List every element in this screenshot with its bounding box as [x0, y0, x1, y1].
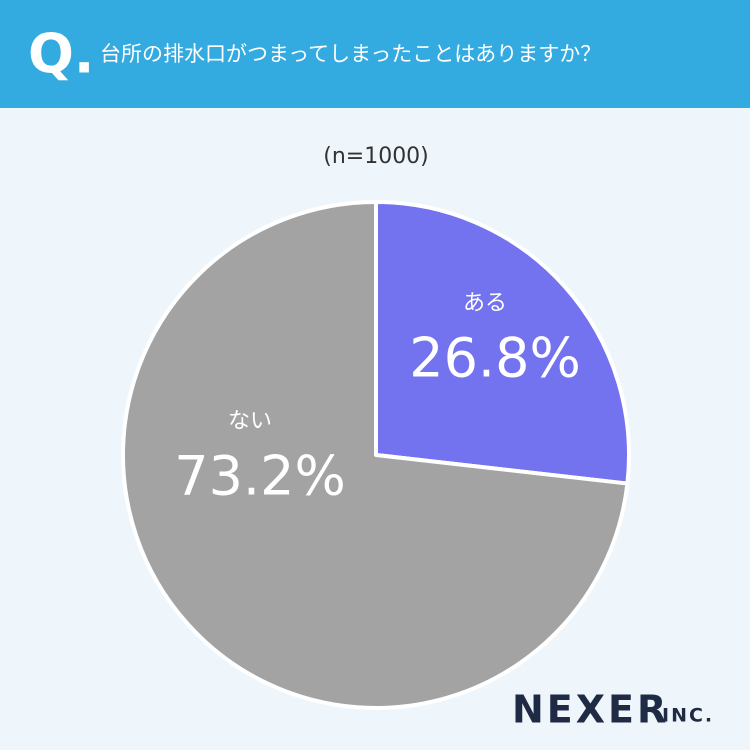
- value-label: 26.8%: [409, 327, 581, 390]
- slice-name: ある: [463, 291, 507, 316]
- pie-slice: [374, 200, 631, 486]
- chart-subtitle: (n=1000): [323, 144, 429, 169]
- question-badge: Q.: [28, 23, 94, 86]
- brand: NEXER: [512, 688, 669, 732]
- brand-suffix: INC.: [662, 705, 714, 727]
- pie: [121, 200, 631, 710]
- labels: ある 26.8% ない 73.2%: [174, 291, 581, 508]
- value-label: 73.2%: [174, 445, 346, 508]
- header-band: [0, 0, 750, 108]
- chart-title: 台所の排水口がつまってしまったことはありますか？: [100, 42, 601, 66]
- pie-slice: [121, 200, 630, 710]
- slice-name: ない: [228, 409, 272, 434]
